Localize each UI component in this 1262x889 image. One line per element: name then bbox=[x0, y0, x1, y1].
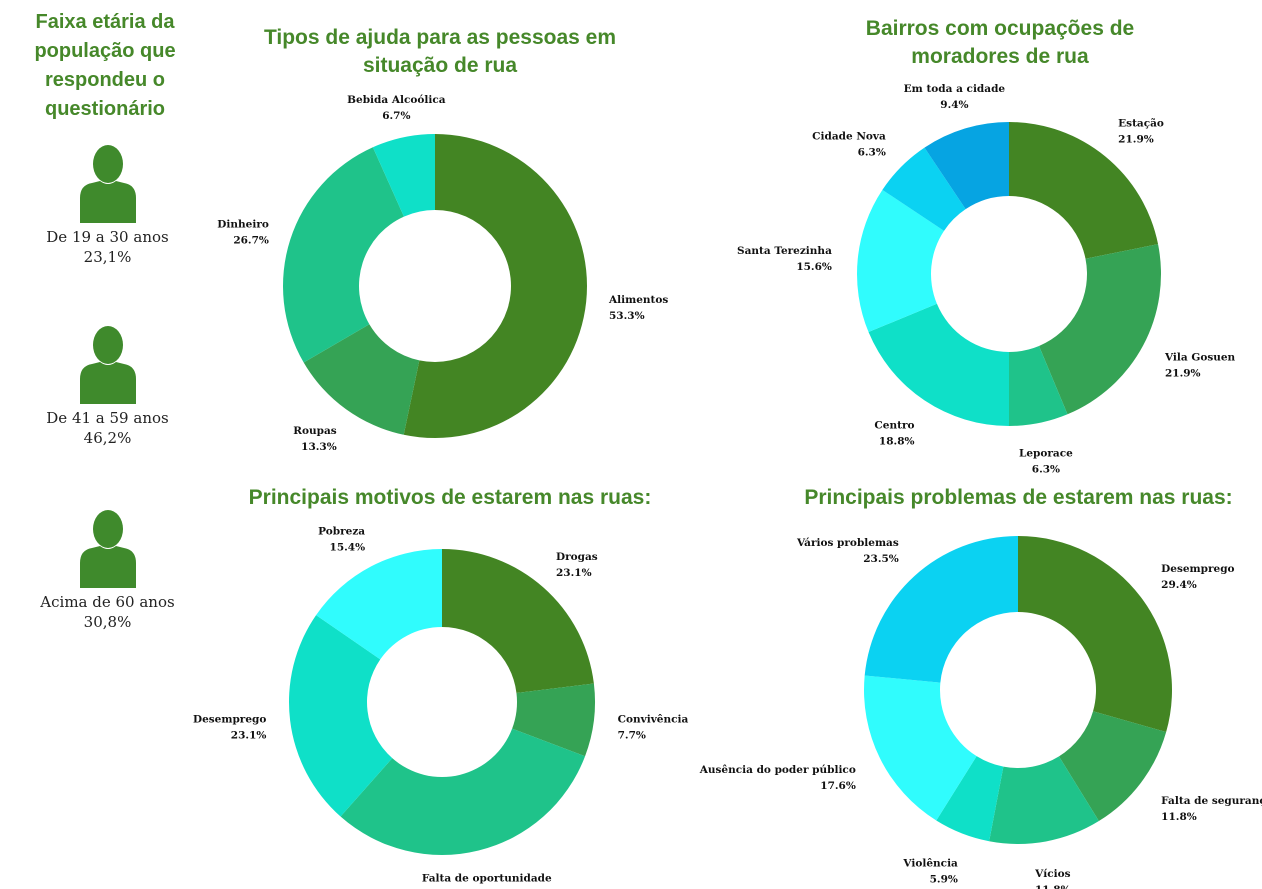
age-group-value: 23,1% bbox=[83, 248, 132, 266]
chart-title-neighborhoods: Bairros com ocupações de moradores de ru… bbox=[865, 17, 1135, 68]
chart-title-help-types: Tipos de ajuda para as pessoas em situaç… bbox=[263, 26, 617, 77]
slice-value-santa-terezinha: 15.6% bbox=[796, 261, 832, 273]
age-group-value: 30,8% bbox=[83, 613, 132, 631]
slice-value-leporace: 6.3% bbox=[1032, 463, 1060, 475]
donut-slice-falta-de-oportunidade bbox=[340, 728, 586, 855]
age-group-41-59: De 41 a 59 anos 46,2% bbox=[20, 324, 195, 448]
donut-slice-desemprego bbox=[289, 615, 393, 817]
slice-label-vicios: Vícios bbox=[1034, 868, 1071, 880]
donut-slice-roupas bbox=[303, 324, 420, 435]
donut-slice-falta-de-seguranca bbox=[1058, 711, 1167, 822]
age-group-label: Acima de 60 anos bbox=[40, 593, 175, 611]
person-icon bbox=[79, 510, 136, 588]
person-icon bbox=[79, 326, 136, 404]
slice-value-estacao: 21.9% bbox=[1118, 134, 1154, 146]
slice-label-roupas: Roupas bbox=[293, 425, 337, 437]
donut-slice-vicios bbox=[989, 756, 1099, 844]
slice-label-alimentos: Alimentos bbox=[608, 294, 668, 306]
slice-value-vicios: 11.8% bbox=[1035, 884, 1071, 889]
slice-value-convivencia: 7.7% bbox=[618, 730, 646, 742]
slice-value-centro: 18.8% bbox=[879, 435, 915, 447]
slice-value-desemprego: 23.1% bbox=[231, 730, 267, 742]
slice-label-desemprego: Desemprego bbox=[1161, 563, 1234, 575]
slice-value-violencia: 5.9% bbox=[930, 874, 958, 886]
slice-label-violencia: Violência bbox=[902, 858, 958, 870]
slice-value-cidade-nova: 6.3% bbox=[858, 146, 886, 158]
chart-title-reasons: Principais motivos de estarem nas ruas: bbox=[248, 486, 652, 509]
donut-slice-violencia bbox=[936, 756, 1004, 842]
age-panel-title: Faixa etária da população que respondeu … bbox=[34, 11, 176, 120]
slice-label-cidade-nova: Cidade Nova bbox=[812, 130, 886, 142]
donut-slice-vila-gosuen bbox=[1039, 244, 1161, 415]
donut-slice-convivencia bbox=[512, 683, 595, 757]
slice-label-falta-de-seguranca: Falta de segurança bbox=[1161, 795, 1262, 807]
slice-value-varios-problemas: 23.5% bbox=[863, 553, 899, 565]
slice-label-pobreza: Pobreza bbox=[318, 525, 365, 537]
donut-slice-desemprego bbox=[1018, 536, 1172, 733]
slice-value-drogas: 23.1% bbox=[556, 567, 592, 579]
slice-label-bebida-alcoolica: Bebida Alcoólica bbox=[347, 94, 446, 106]
slice-value-desemprego: 29.4% bbox=[1161, 579, 1197, 591]
slice-label-vila-gosuen: Vila Gosuen bbox=[1164, 351, 1236, 363]
donut-slice-pobreza bbox=[316, 549, 442, 660]
slice-label-ausencia-do-poder-publico: Ausência do poder público bbox=[699, 764, 856, 776]
slice-label-leporace: Leporace bbox=[1019, 447, 1073, 459]
donut-slice-varios-problemas bbox=[864, 536, 1018, 683]
donut-slice-centro bbox=[868, 303, 1009, 427]
donut-slice-cidade-nova bbox=[882, 147, 966, 231]
age-group-label: De 41 a 59 anos bbox=[46, 409, 169, 427]
slice-value-pobreza: 15.4% bbox=[330, 541, 366, 553]
slice-value-vila-gosuen: 21.9% bbox=[1165, 367, 1201, 379]
slice-label-desemprego: Desemprego bbox=[193, 714, 266, 726]
donut-slice-estacao bbox=[1009, 122, 1159, 259]
slice-label-convivencia: Convivência bbox=[618, 714, 689, 726]
slice-value-roupas: 13.3% bbox=[301, 441, 337, 453]
slice-label-estacao: Estação bbox=[1118, 118, 1164, 130]
slice-value-bebida-alcoolica: 6.7% bbox=[382, 110, 410, 122]
age-group-60-plus: Acima de 60 anos 30,8% bbox=[20, 508, 195, 632]
slice-value-em-toda-a-cidade: 9.4% bbox=[940, 99, 968, 111]
donut-slice-drogas bbox=[442, 549, 594, 693]
age-group-19-30: De 19 a 30 anos 23,1% bbox=[20, 143, 195, 267]
slice-value-alimentos: 53.3% bbox=[609, 310, 645, 322]
chart-title-problems: Principais problemas de estarem nas ruas… bbox=[804, 486, 1233, 509]
age-group-label: De 19 a 30 anos bbox=[46, 228, 169, 246]
donut-slice-santa-terezinha bbox=[857, 189, 945, 333]
donut-slice-dinheiro bbox=[283, 147, 404, 363]
slice-label-santa-terezinha: Santa Terezinha bbox=[737, 245, 832, 257]
slice-label-drogas: Drogas bbox=[556, 551, 598, 563]
slice-label-falta-de-oportunidade: Falta de oportunidade bbox=[422, 873, 552, 885]
slice-label-centro: Centro bbox=[874, 419, 914, 431]
slice-label-varios-problemas: Vários problemas bbox=[796, 537, 899, 549]
donut-slice-leporace bbox=[1009, 345, 1068, 426]
donut-slice-bebida-alcoolica bbox=[372, 134, 435, 217]
donut-slice-em-toda-a-cidade bbox=[924, 122, 1009, 210]
slice-value-falta-de-seguranca: 11.8% bbox=[1161, 811, 1197, 823]
slice-value-dinheiro: 26.7% bbox=[233, 234, 269, 246]
slice-value-ausencia-do-poder-publico: 17.6% bbox=[820, 780, 856, 792]
slice-label-dinheiro: Dinheiro bbox=[217, 218, 269, 230]
donut-slice-ausencia-do-poder-publico bbox=[864, 675, 977, 821]
person-icon bbox=[79, 145, 136, 223]
donut-slice-alimentos bbox=[403, 134, 587, 439]
slice-label-em-toda-a-cidade: Em toda a cidade bbox=[904, 83, 1006, 95]
age-group-value: 46,2% bbox=[83, 429, 132, 447]
